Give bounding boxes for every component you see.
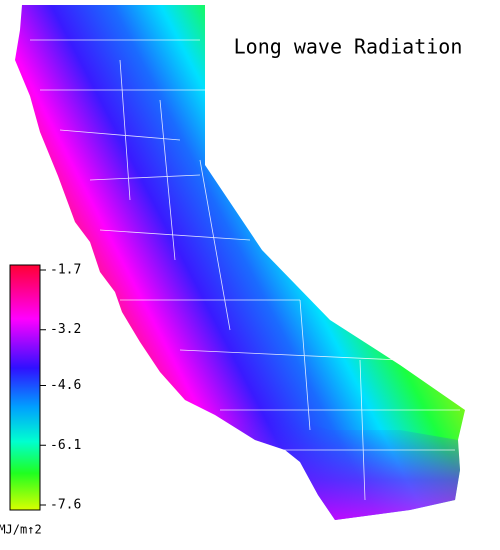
colorbar-tick-label: -4.6 [50,378,81,393]
colorbar-tick-label: -1.7 [50,263,81,278]
colorbar-tick-label: -3.2 [50,322,81,337]
colorbar-tick-label: -6.1 [50,438,81,453]
colorbar-tick-label: -7.6 [50,498,81,513]
colorbar [9,264,41,511]
colorbar-unit: MJ/m↑2 [0,523,42,537]
map-title: Long wave Radiation [234,35,463,59]
california [15,5,465,520]
